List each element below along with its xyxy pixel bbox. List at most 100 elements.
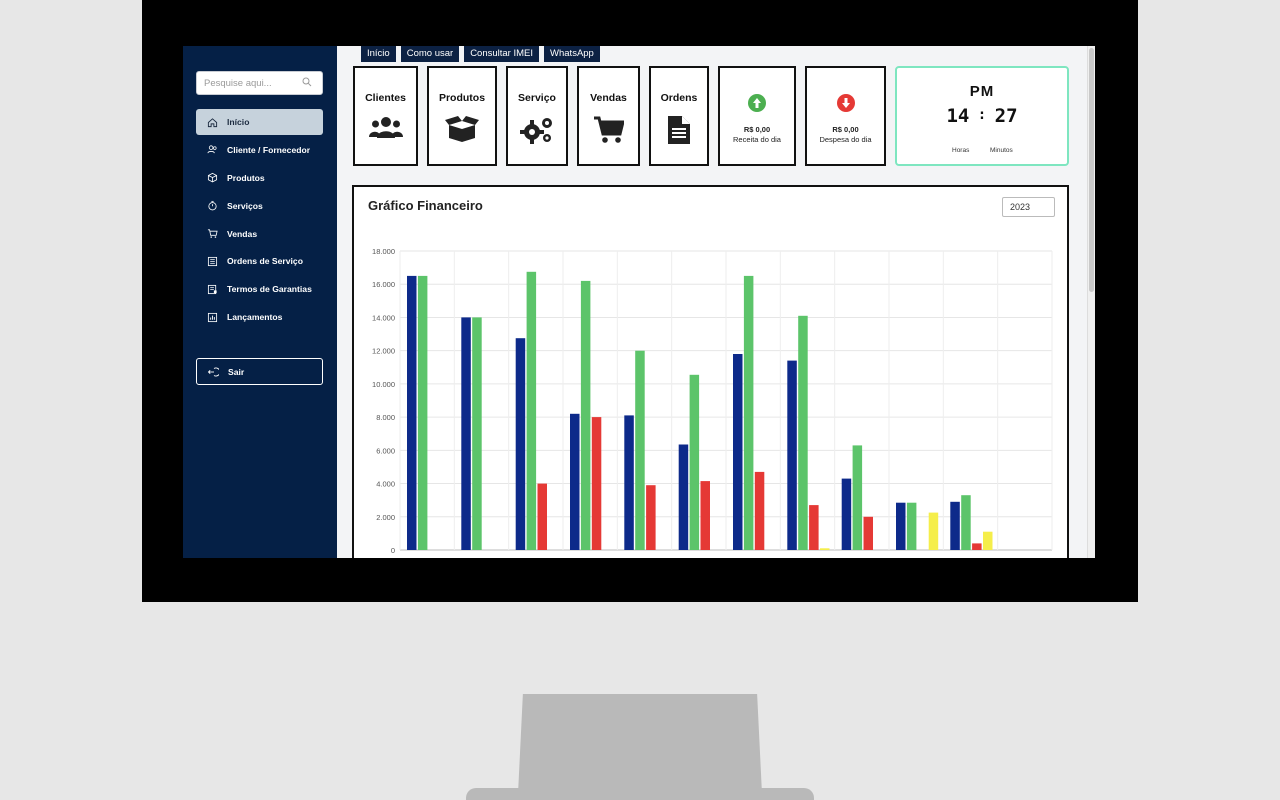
- bar[interactable]: [983, 531, 993, 550]
- y-tick-label: 10.000: [372, 380, 395, 389]
- bar[interactable]: [515, 338, 526, 550]
- sidebar-item-label: Ordens de Serviço: [227, 256, 303, 267]
- y-tick-label: 6.000: [376, 446, 395, 455]
- toplink-como-usar[interactable]: Como usar: [400, 46, 460, 62]
- list-icon: [206, 255, 218, 267]
- sidebar-item-label: Serviços: [227, 200, 263, 211]
- y-tick-label: 2.000: [376, 513, 395, 522]
- sidebar-item-inicio[interactable]: Início: [196, 109, 323, 135]
- bar[interactable]: [798, 315, 808, 550]
- clock-hours-label: Horas: [952, 147, 970, 154]
- chart-icon: [206, 311, 218, 323]
- bar[interactable]: [537, 483, 548, 550]
- sidebar-item-label: Vendas: [227, 228, 258, 239]
- cart-icon: [206, 228, 218, 240]
- logout-label: Sair: [228, 366, 245, 377]
- bar[interactable]: [809, 505, 819, 550]
- search-box: [196, 71, 323, 95]
- sidebar-nav: Início Cliente / Fornecedor Produtos Ser…: [196, 109, 323, 332]
- card-produtos[interactable]: Produtos: [427, 66, 497, 166]
- sidebar-item-label: Termos de Garantias: [227, 284, 312, 295]
- card-ordens[interactable]: Ordens: [649, 66, 709, 166]
- bar[interactable]: [472, 317, 482, 550]
- search-input[interactable]: [197, 72, 297, 94]
- sidebar: Início Cliente / Fornecedor Produtos Ser…: [183, 46, 337, 558]
- sidebar-item-ordens-de-servico[interactable]: Ordens de Serviço: [196, 248, 323, 274]
- y-tick-label: 12.000: [372, 347, 395, 356]
- bar[interactable]: [787, 360, 797, 550]
- card-clientes[interactable]: Clientes: [353, 66, 418, 166]
- receita-label: Receita do dia: [733, 135, 781, 144]
- bar[interactable]: [928, 512, 939, 550]
- bar[interactable]: [733, 354, 743, 550]
- bar[interactable]: [580, 280, 591, 550]
- gears-icon: [520, 118, 552, 144]
- bar[interactable]: [896, 502, 906, 550]
- clock-hours: 14: [946, 105, 970, 127]
- clock-time: 14 : 27: [946, 105, 1018, 127]
- sidebar-item-label: Cliente / Fornecedor: [227, 144, 311, 155]
- bar[interactable]: [700, 481, 711, 550]
- toplink-whatsapp[interactable]: WhatsApp: [544, 46, 600, 62]
- y-tick-label: 4.000: [376, 480, 395, 489]
- bar[interactable]: [743, 275, 754, 550]
- bar[interactable]: [689, 374, 700, 550]
- clock-minutes-label: Minutos: [990, 147, 1013, 154]
- sidebar-item-label: Lançamentos: [227, 312, 283, 323]
- bar[interactable]: [950, 501, 960, 550]
- bar[interactable]: [754, 471, 765, 550]
- users-icon: [206, 144, 218, 156]
- bar[interactable]: [820, 548, 830, 550]
- bar[interactable]: [852, 445, 863, 550]
- card-servico[interactable]: Serviço: [506, 66, 568, 166]
- bar[interactable]: [407, 275, 417, 550]
- card-vendas[interactable]: Vendas: [577, 66, 640, 166]
- sidebar-item-cliente-fornecedor[interactable]: Cliente / Fornecedor: [196, 137, 323, 163]
- bar[interactable]: [624, 415, 634, 550]
- sidebar-item-label: Início: [227, 117, 250, 127]
- year-select[interactable]: 2023: [1002, 197, 1055, 217]
- toplink-consultar-imei[interactable]: Consultar IMEI: [464, 46, 540, 62]
- file-icon: [668, 116, 690, 144]
- logout-icon: [207, 367, 219, 376]
- home-icon: [206, 116, 218, 128]
- sidebar-item-vendas[interactable]: Vendas: [196, 221, 323, 247]
- clock-minutes: 27: [994, 105, 1018, 127]
- card-clientes-title: Clientes: [365, 92, 406, 104]
- card-receita-do-dia[interactable]: R$ 0,00 Receita do dia: [718, 66, 796, 166]
- card-ordens-title: Ordens: [660, 92, 698, 104]
- top-links: Início Como usar Consultar IMEI WhatsApp: [361, 46, 600, 62]
- y-tick-label: 0: [391, 546, 395, 555]
- bar[interactable]: [678, 444, 689, 551]
- financial-chart-panel: Gráfico Financeiro 2023 0 2.000 4.000 6.000…: [352, 185, 1069, 558]
- scrollbar[interactable]: [1087, 46, 1095, 558]
- bar[interactable]: [591, 417, 602, 550]
- bar[interactable]: [841, 478, 852, 550]
- bar[interactable]: [972, 543, 982, 550]
- sidebar-item-servicos[interactable]: Serviços: [196, 193, 323, 219]
- financial-bar-chart: 0 2.000 4.000 6.000 8.000 10.000 12.000 14.000 1…: [372, 247, 1053, 555]
- bar[interactable]: [906, 502, 917, 550]
- card-despesa-do-dia[interactable]: R$ 0,00 Despesa do dia: [805, 66, 886, 166]
- sidebar-item-lancamentos[interactable]: Lançamentos: [196, 304, 323, 330]
- bar[interactable]: [961, 495, 971, 550]
- bar[interactable]: [635, 350, 645, 550]
- bar[interactable]: [461, 317, 471, 550]
- bar[interactable]: [646, 485, 656, 550]
- logout-button[interactable]: Sair: [196, 358, 323, 385]
- despesa-label: Despesa do dia: [819, 135, 872, 144]
- scrollbar-thumb[interactable]: [1089, 48, 1094, 292]
- toplink-inicio[interactable]: Início: [361, 46, 396, 62]
- arrow-down-icon: [836, 94, 855, 112]
- bar[interactable]: [526, 271, 537, 550]
- despesa-amount: R$ 0,00: [832, 125, 859, 134]
- search-icon[interactable]: [302, 77, 312, 87]
- bar[interactable]: [863, 516, 874, 550]
- box-icon: [206, 172, 218, 184]
- bar[interactable]: [417, 275, 428, 550]
- cart-icon: [593, 116, 624, 143]
- clock-period: PM: [969, 83, 995, 100]
- sidebar-item-produtos[interactable]: Produtos: [196, 165, 323, 191]
- bar[interactable]: [570, 413, 580, 550]
- sidebar-item-termos-de-garantias[interactable]: Termos de Garantias: [196, 276, 323, 302]
